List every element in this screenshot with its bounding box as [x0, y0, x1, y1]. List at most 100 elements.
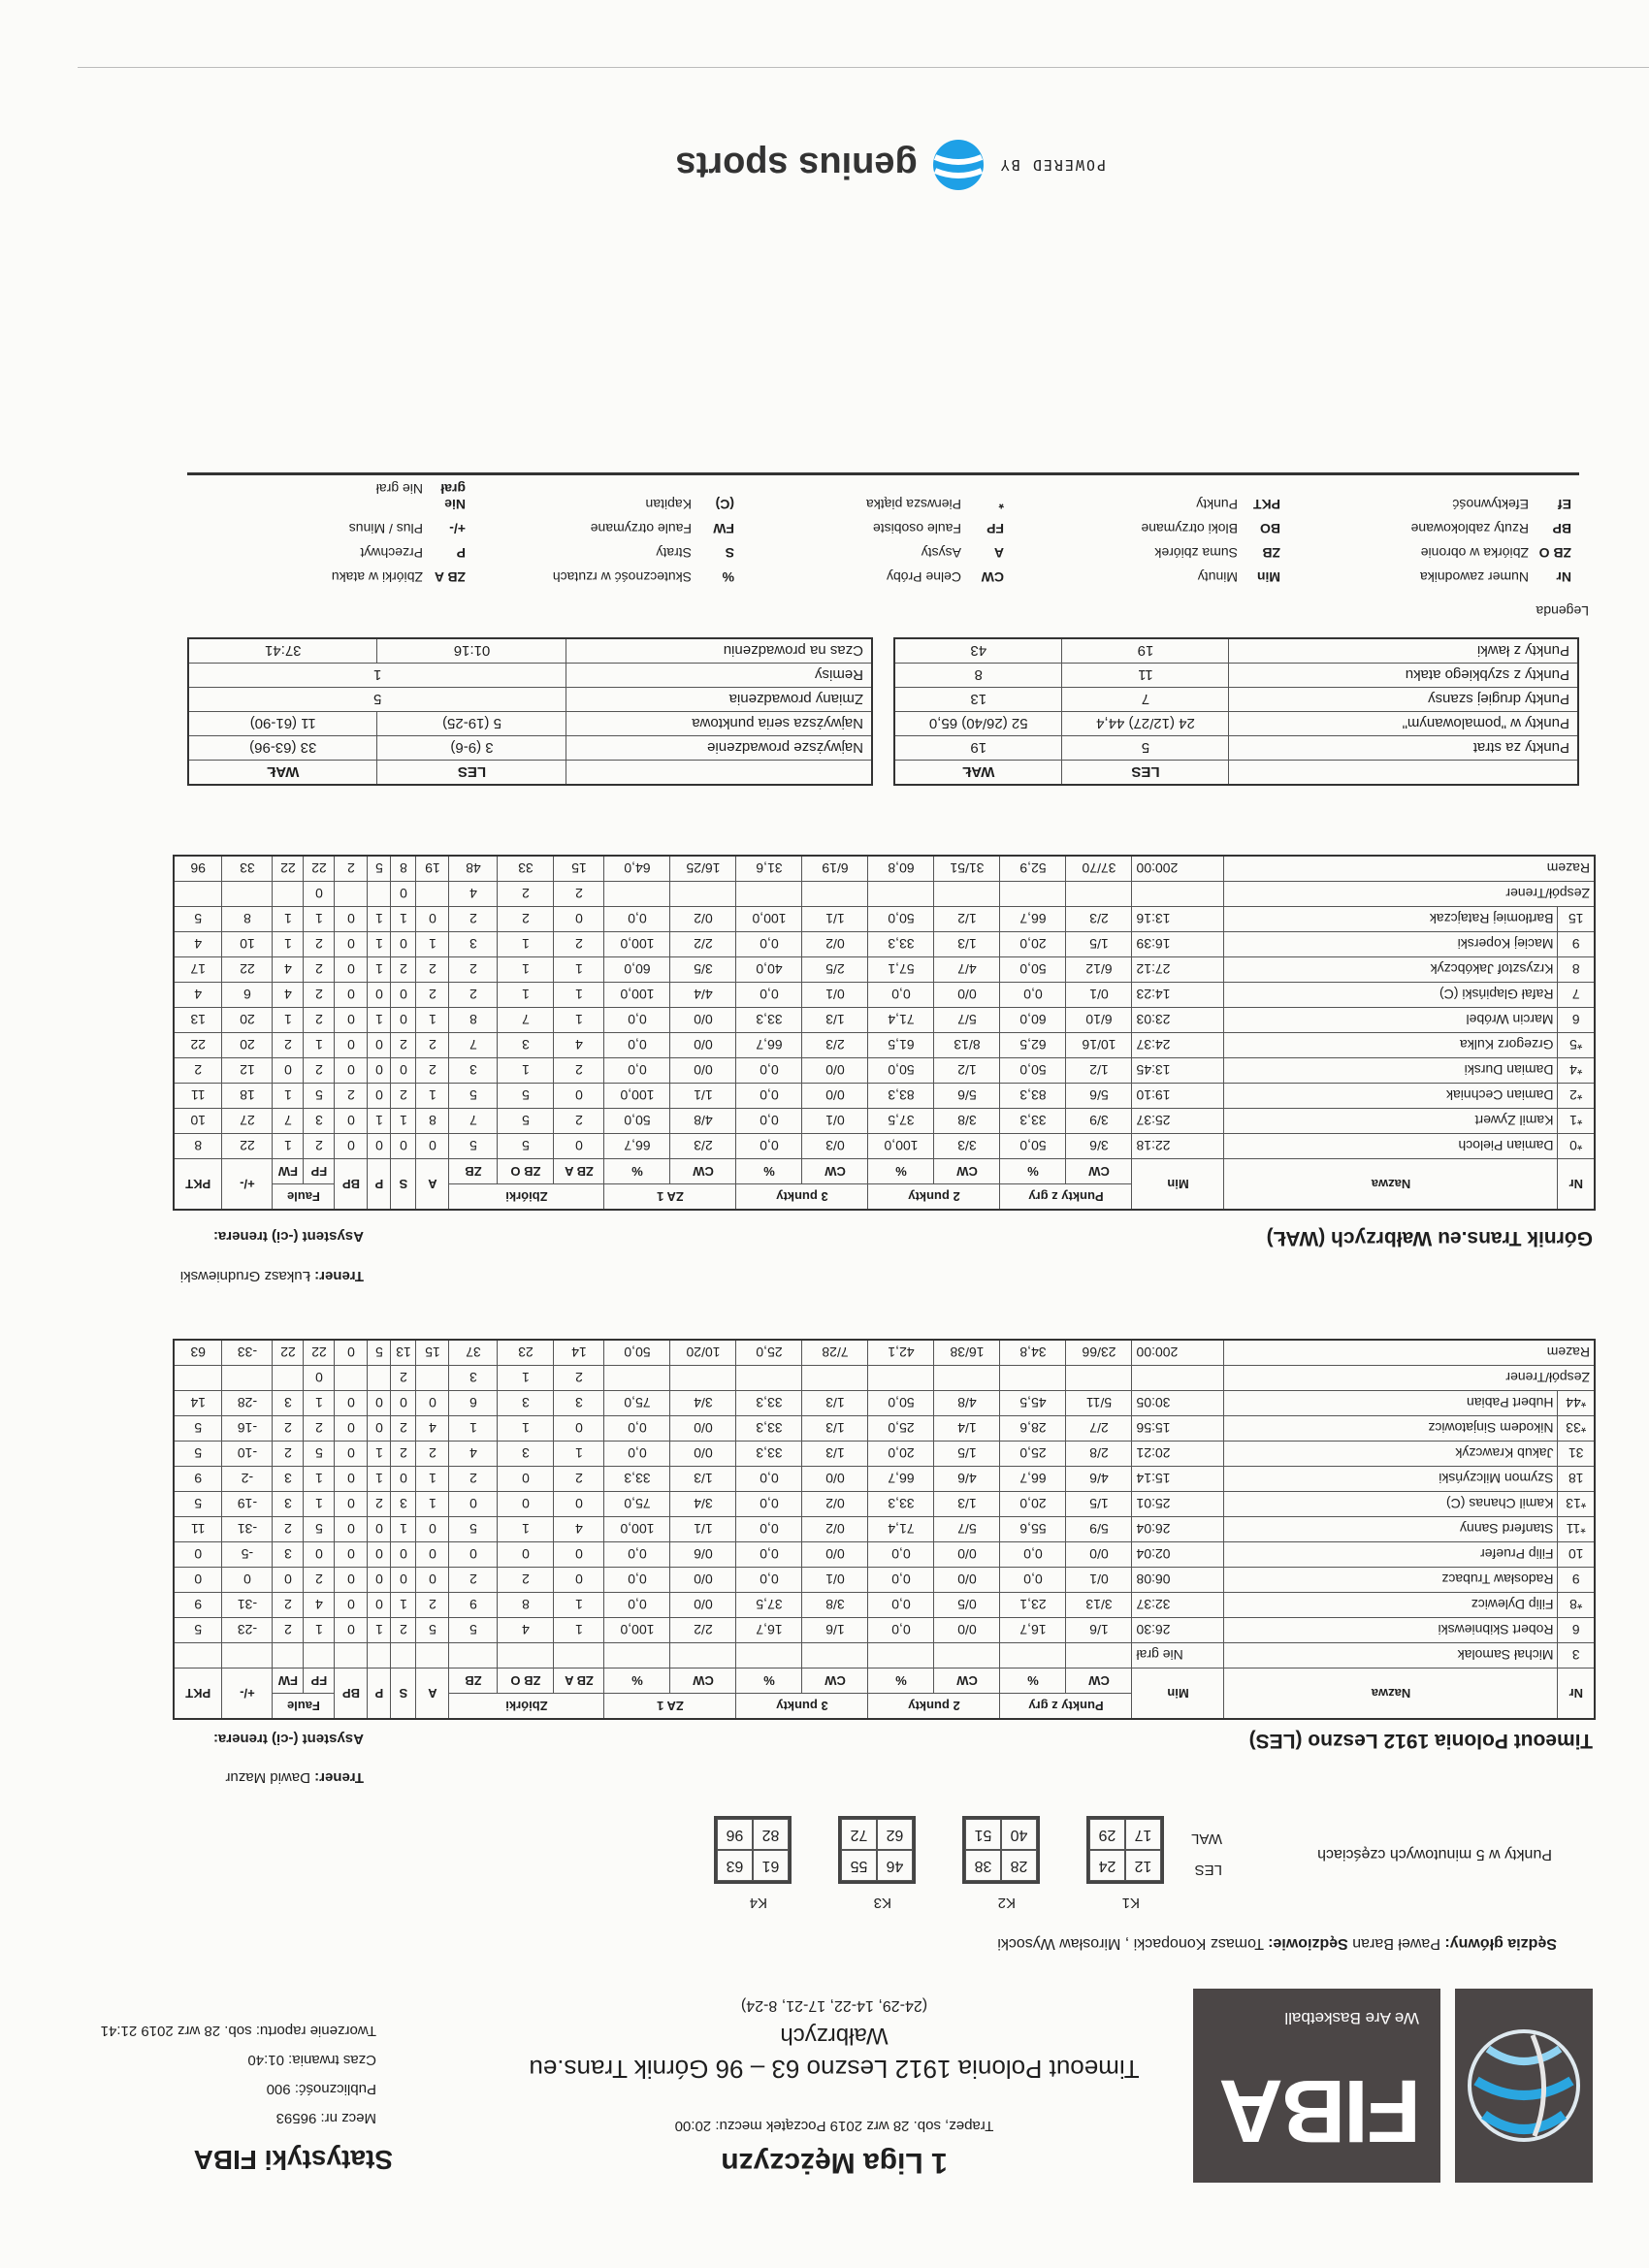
player-row: *11 Stanferd Sanny 26:04 5/9 55,6 5/7 71,4 0/2 0…: [173, 1516, 1595, 1542]
stat-cell: [801, 1642, 868, 1669]
stat-cell: 1: [367, 931, 391, 957]
stat-cell: 4: [553, 1516, 604, 1542]
stat-cell: 18: [221, 1083, 273, 1109]
legend-desc: Skuteczność w rzutach: [552, 569, 692, 585]
col-zb: ZB: [448, 1668, 498, 1694]
legend-desc: Celne Próby: [886, 569, 961, 585]
duration: Czas trwania: 01:40: [247, 2052, 376, 2068]
col-a: A: [415, 1668, 449, 1719]
minutes: 19:10: [1132, 1083, 1224, 1109]
quarter-score-box: 12 24 17 29: [1086, 1816, 1164, 1884]
stat-cell: [1066, 1642, 1132, 1669]
player-name: Kamil Zywert: [1224, 1108, 1558, 1134]
stat-cell: 1/2: [933, 906, 1000, 932]
player-row: 6 Marcin Wróbel 23:03 6/10 60,0 5/7 71,4 1/3 33,…: [173, 1007, 1595, 1033]
fiba-logo-text: FIBA: [1220, 2061, 1421, 2160]
player-name: Stanferd Sanny: [1224, 1516, 1558, 1542]
stat-cell: 2: [415, 956, 449, 983]
legend-abbr: Nr: [1556, 569, 1571, 585]
chief-referee-label: Sędzia główny:: [1444, 1935, 1557, 1952]
player-name: Jakub Krawczyk: [1224, 1441, 1558, 1467]
stat-cell: 0,0: [603, 1441, 670, 1467]
stat-cell: 0: [390, 982, 416, 1008]
stat-cell: 0: [173, 1541, 222, 1568]
minutes: 25:01: [1132, 1491, 1224, 1517]
stat-cell: [999, 1365, 1066, 1391]
stat-cell: 5: [497, 1133, 554, 1159]
stat-cell: 0,0: [603, 906, 670, 932]
quarter-score-wal: 51: [965, 1819, 1001, 1850]
stat-cell: [999, 881, 1066, 907]
stat-cell: 20,0: [867, 1441, 934, 1467]
stat-cell: 1: [390, 1516, 416, 1542]
stat-cell: -2: [221, 1466, 273, 1492]
stat-cell: 2: [553, 1466, 604, 1492]
stat-cell: 4/7: [933, 956, 1000, 983]
stat-cell: 0: [334, 1567, 368, 1593]
stat-cell: 0,0: [735, 1541, 802, 1568]
stat-cell: [272, 881, 304, 907]
globe-icon: [1468, 2029, 1580, 2142]
col-pct: %: [735, 1158, 802, 1184]
stat-cell: 2: [390, 1032, 416, 1058]
stat-cell: 0/0: [933, 1617, 1000, 1643]
stat-cell: 5: [497, 1083, 554, 1109]
stat-cell: 0: [334, 982, 368, 1008]
col-fw: FW: [272, 1668, 304, 1694]
player-name: Radosław Trubacz: [1224, 1567, 1558, 1593]
stat-cell: 0: [334, 1133, 368, 1159]
stat-cell: 3: [553, 1390, 604, 1416]
value-wal: 19: [894, 735, 1062, 761]
quarter-score-les: 61: [753, 1850, 789, 1881]
stat-cell: 8: [221, 906, 273, 932]
quarter-score-box: 46 55 62 72: [838, 1816, 916, 1884]
quarter-score-les: 55: [841, 1850, 877, 1881]
legend-item: Nr Numer zawodnika: [1420, 569, 1571, 585]
row-label: Razem: [1224, 1340, 1595, 1366]
player-number: 6: [1558, 1007, 1595, 1033]
stat-cell: 0/0: [933, 982, 1000, 1008]
stat-cell: 37,5: [735, 1592, 802, 1618]
stat-cell: 33,3: [867, 1491, 934, 1517]
stat-cell: 2: [303, 956, 335, 983]
stat-cell: -19: [221, 1491, 273, 1517]
stat-cell: 2/3: [801, 1032, 868, 1058]
table-row: Najwyższe prowadzenie 3 (9-6) 33 (63-96): [188, 735, 872, 761]
player-name: Hubert Pabian: [1224, 1390, 1558, 1416]
stat-cell: 2: [448, 982, 498, 1008]
stat-cell: [735, 1642, 802, 1669]
stat-cell: 0: [553, 1567, 604, 1593]
stat-cell: 10: [221, 931, 273, 957]
stat-cell: 1: [497, 1516, 554, 1542]
totals-row: Razem 200:00 37/70 52,9 31/51 60,8 6/19 31,6 16/…: [173, 856, 1595, 882]
stat-cell: 8: [497, 1592, 554, 1618]
value-les: 01:16: [377, 638, 566, 664]
quarter-label: K2: [997, 1895, 1016, 1911]
stat-cell: 33,3: [735, 1441, 802, 1467]
stat-cell: 4: [415, 1415, 449, 1442]
stat-cell: 1: [367, 1466, 391, 1492]
col-cw: CW: [933, 1158, 1000, 1184]
col-points: PKT: [173, 1668, 222, 1719]
table-row: Najwyższa seria punktowa 5 (19-25) 11 (61-…: [188, 711, 872, 736]
stat-cell: 5/7: [933, 1007, 1000, 1033]
match-info: Mecz nr: 96593 Publiczność: 900 Czas trw…: [101, 2016, 376, 2132]
legend-abbr: (C): [715, 497, 734, 512]
col-pct: %: [999, 1668, 1066, 1694]
stat-cell: 1: [497, 956, 554, 983]
stat-cell: 62,5: [999, 1032, 1066, 1058]
fiba-globe-logo: [1455, 1989, 1593, 2183]
legend-abbr: Ef: [1558, 497, 1571, 512]
stat-cell: 0,0: [735, 1133, 802, 1159]
stat-cell: 37: [448, 1340, 498, 1366]
col-bp: BP: [334, 1158, 368, 1210]
legend-desc: Rzuty zablokowane: [1410, 521, 1529, 536]
stat-cell: [272, 1642, 304, 1669]
genius-sports-globe-icon: [932, 140, 984, 190]
quarter-score-wal: 29: [1089, 1819, 1125, 1850]
les-coach: Trener: Dawid Mazur: [225, 1769, 364, 1786]
player-name: Szymon Milczyński: [1224, 1466, 1558, 1492]
stat-cell: 0: [367, 1057, 391, 1084]
stat-cell: 4: [173, 931, 222, 957]
col-zbo: ZB O: [497, 1668, 554, 1694]
